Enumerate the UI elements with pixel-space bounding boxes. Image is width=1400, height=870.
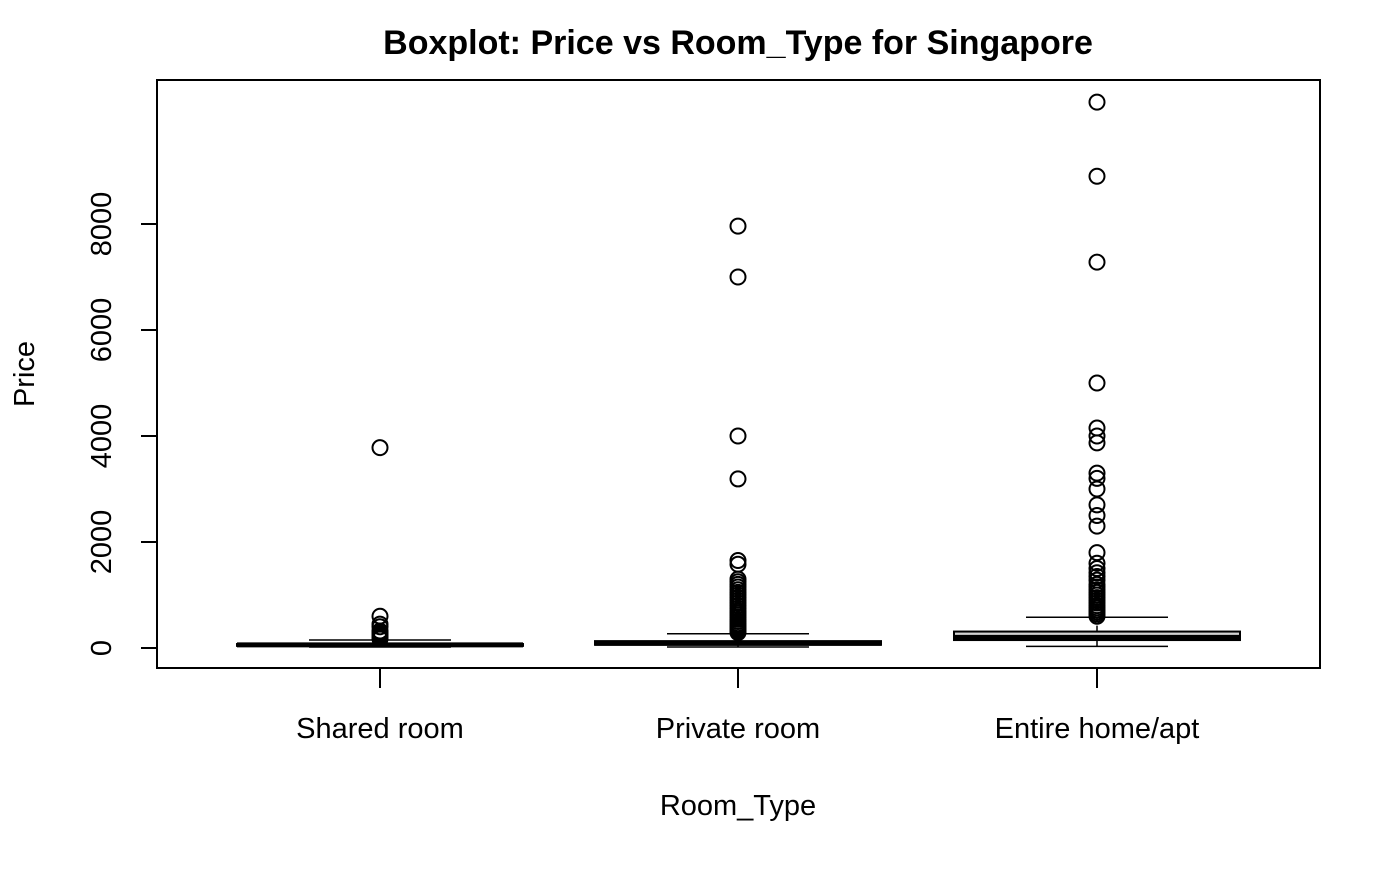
box-group: [236, 439, 524, 648]
outlier-point: [371, 439, 389, 457]
y-tick-label: 6000: [86, 298, 118, 363]
outlier-point: [1088, 564, 1106, 582]
outlier-point: [1088, 554, 1106, 572]
outlier-point: [1088, 419, 1106, 437]
outlier-point: [1088, 507, 1106, 524]
outlier-point: [1088, 544, 1106, 562]
x-axis: Shared room Private room Entire home/apt: [296, 668, 1199, 745]
outlier-point: [1088, 253, 1106, 271]
y-axis: 0 2000 4000 6000 8000: [86, 192, 158, 656]
x-axis-label: Room_Type: [660, 790, 816, 822]
outlier-point: [1088, 496, 1106, 514]
outlier-point: [1088, 167, 1106, 185]
outlier-point: [1088, 427, 1106, 445]
x-tick-label: Private room: [656, 713, 820, 745]
box-group: [594, 217, 882, 648]
outlier-point: [1088, 469, 1106, 487]
y-tick-label: 4000: [86, 404, 118, 469]
outlier-point: [729, 555, 747, 573]
outlier-point: [729, 427, 747, 445]
outlier-point: [729, 268, 747, 286]
boxes-layer: [236, 93, 1241, 648]
outlier-point: [1088, 93, 1106, 111]
y-tick-label: 0: [86, 640, 118, 656]
outlier-point: [729, 217, 747, 235]
y-axis-label: Price: [9, 341, 41, 407]
outlier-point: [1088, 517, 1106, 535]
outlier-point: [729, 470, 747, 488]
outlier-point: [1088, 374, 1106, 392]
outlier-point: [371, 607, 389, 625]
x-tick-label: Shared room: [296, 713, 464, 745]
chart-title: Boxplot: Price vs Room_Type for Singapor…: [383, 24, 1093, 62]
outlier-point: [371, 615, 389, 633]
x-tick-label: Entire home/apt: [995, 713, 1200, 745]
outlier-point: [729, 552, 747, 570]
outlier-point: [1088, 464, 1106, 482]
y-tick-label: 2000: [86, 510, 118, 575]
box-group: [953, 93, 1241, 648]
y-tick-label: 8000: [86, 192, 118, 257]
